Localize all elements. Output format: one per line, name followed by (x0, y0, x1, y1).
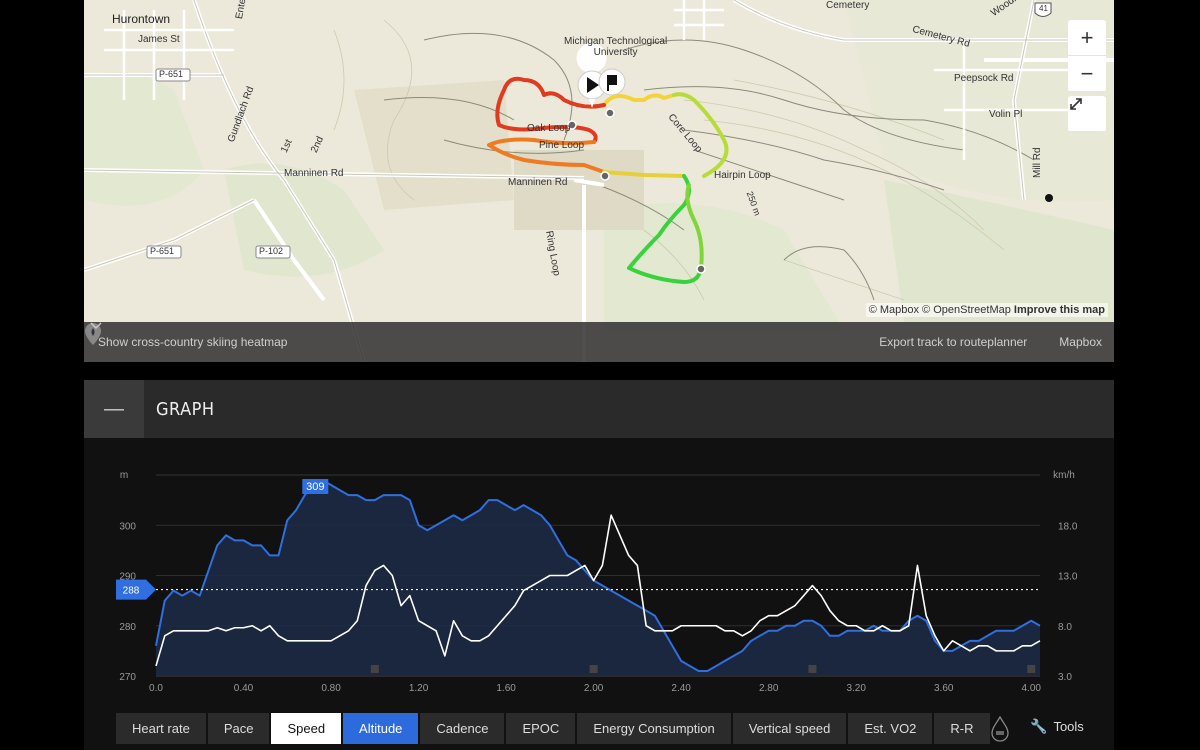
route-shield-41: 41 (1039, 4, 1048, 13)
x-tick-label: 2.00 (584, 683, 604, 694)
tab-cadence[interactable]: Cadence (420, 713, 505, 744)
zoom-in-button[interactable]: + (1068, 20, 1106, 56)
map-label-james: James St (138, 34, 180, 45)
x-tick-label: 2.40 (671, 683, 691, 694)
x-tick-label: 1.20 (409, 683, 429, 694)
altitude-speed-chart[interactable]: m km/h 300 290 280 270 18.0 13.0 8.0 3.0 0.0 0.40 0.… (84, 438, 1114, 708)
tab-est-vo2[interactable]: Est. VO2 (848, 713, 933, 744)
left-axis-unit: m (120, 470, 128, 481)
max-value-label: 309 (306, 481, 324, 493)
map-label-manninen-mid: Manninen Rd (508, 177, 568, 188)
map-label-university: Michigan Technological University (564, 36, 668, 58)
improve-map-link[interactable]: Improve this map (1013, 304, 1105, 316)
x-tick-label: 0.0 (149, 683, 163, 694)
map-label-oak: Oak Loop (527, 123, 571, 134)
right-axis-unit: km/h (1053, 470, 1075, 481)
wrench-icon: 🔧 (1030, 718, 1048, 734)
flag-icon[interactable] (598, 68, 626, 96)
left-tick-label: 290 (119, 572, 136, 583)
attribution-text: © Mapbox © OpenStreetMap (868, 304, 1011, 316)
lap-marker[interactable] (370, 665, 379, 673)
expand-icon[interactable] (1068, 96, 1106, 132)
map-label-volin: Volin Pl (989, 109, 1023, 120)
speed-series-line[interactable] (155, 514, 1041, 667)
chevron-down-icon (90, 322, 102, 329)
left-tick-label: 300 (119, 521, 136, 532)
map-attribution: © Mapbox © OpenStreetMap Improve this ma… (865, 303, 1108, 317)
right-tick-label: 18.0 (1058, 521, 1078, 532)
map-label-cemetery: Cemetery (826, 0, 870, 11)
map-label-p651a: P-651 (159, 69, 184, 79)
lap-marker[interactable] (589, 665, 598, 673)
tools-menu[interactable]: 🔧 Tools (1030, 718, 1084, 735)
x-tick-label: 3.60 (934, 683, 954, 694)
map-label-peepsock: Peepsock Rd (954, 73, 1014, 84)
map-bar-right: Export track to routeplanner Mapbox (90, 322, 1114, 349)
tab-energy-consumption[interactable]: Energy Consumption (577, 713, 731, 744)
tab-heart-rate[interactable]: Heart rate (116, 713, 206, 744)
tab-vertical-speed[interactable]: Vertical speed (732, 713, 847, 744)
map-label-p102: P-102 (259, 246, 284, 256)
graph-header: — GRAPH (84, 380, 1114, 438)
x-tick-label: 0.80 (321, 683, 341, 694)
left-tick-label: 270 (119, 672, 136, 683)
zoom-out-button[interactable]: − (1068, 56, 1106, 92)
map-style-select[interactable]: Mapbox (90, 322, 1102, 349)
tab-altitude[interactable]: Altitude (343, 713, 419, 744)
map-label-manninen-left: Manninen Rd (284, 168, 344, 179)
right-tick-label: 13.0 (1058, 572, 1078, 583)
altitude-area (156, 480, 1040, 676)
x-tick-label: 0.40 (234, 683, 254, 694)
graph-area: m km/h 300 290 280 270 18.0 13.0 8.0 3.0 0.0 0.40 0.… (84, 438, 1114, 750)
x-tick-label: 1.60 (496, 683, 516, 694)
x-tick-label: 2.80 (759, 683, 779, 694)
tab-speed[interactable]: Speed (271, 713, 342, 744)
map-label-pine: Pine Loop (539, 140, 585, 151)
water-drop-icon[interactable] (990, 716, 1010, 742)
lap-marker[interactable] (808, 665, 817, 673)
graph-title: GRAPH (156, 398, 215, 420)
tab-epoc[interactable]: EPOC (506, 713, 576, 744)
current-value-label: 288 (123, 586, 140, 597)
tab-pace[interactable]: Pace (207, 713, 270, 744)
x-tick-label: 3.20 (846, 683, 866, 694)
fullscreen-control (1068, 96, 1106, 132)
tab-r-r[interactable]: R-R (934, 713, 990, 744)
tools-label: Tools (1053, 719, 1084, 734)
metric-tabs: Heart rate Pace Speed Altitude Cadence EPOC En… (116, 713, 992, 744)
pin-icon (85, 323, 101, 345)
map-toolbar: Show cross-country skiing heatmap Export… (84, 322, 1114, 362)
map-canvas[interactable] (84, 0, 1114, 362)
map-label-p651b: P-651 (150, 246, 175, 256)
heatmap-toggle[interactable]: Show cross-country skiing heatmap (84, 323, 288, 349)
left-tick-label: 280 (119, 622, 136, 633)
max-value-marker (302, 479, 329, 494)
map-label-hurontown: Hurontown (112, 12, 171, 26)
map-style-label: Mapbox (1059, 335, 1102, 349)
map-label-hairpin: Hairpin Loop (714, 170, 771, 181)
zoom-control: + − (1068, 20, 1106, 92)
collapse-button[interactable]: — (84, 380, 144, 438)
right-tick-label: 3.0 (1058, 672, 1072, 683)
lap-marker[interactable] (1027, 665, 1036, 673)
right-tick-label: 8.0 (1058, 622, 1072, 633)
route-map[interactable]: Hurontown James St Enterprise P-651 Gund… (84, 0, 1114, 362)
export-track-link[interactable]: Export track to routeplanner (879, 335, 1028, 349)
x-tick-label: 4.00 (1022, 683, 1042, 694)
heatmap-label: Show cross-country skiing heatmap (98, 335, 288, 349)
play-icon[interactable] (576, 43, 607, 108)
current-value-marker (116, 579, 156, 600)
map-label-mill: Mill Rd (1032, 147, 1043, 178)
